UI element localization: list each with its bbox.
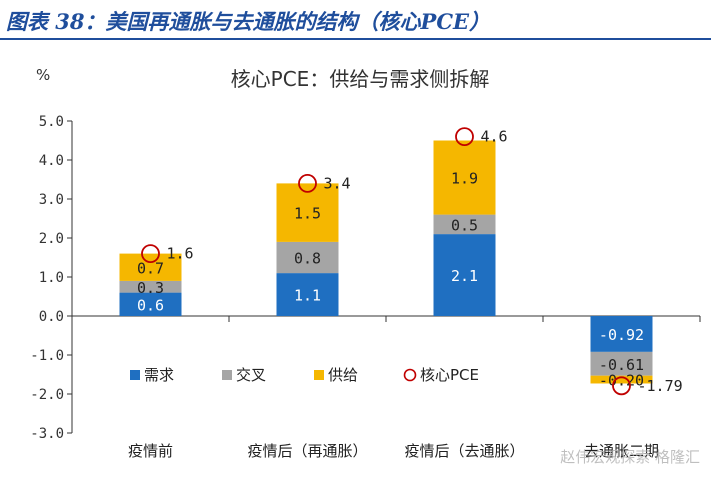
legend-label-cross: 交叉 [236,366,266,384]
bar-segment-supply [433,140,496,215]
core-pce-marker [141,244,160,264]
legend-swatch-cross [222,370,232,380]
y-tick-label: 5.0 [39,114,64,130]
x-category-label: 疫情后（再通胀） [247,442,367,460]
bar-segment-demand [433,234,496,316]
data-label-supply: 0.7 [137,259,164,277]
y-tick-label: -1.0 [30,348,64,364]
data-label-supply: 1.5 [294,205,321,223]
bar-segment-cross [276,241,339,274]
figure-title-bar: 图表 38：美国再通胀与去通胀的结构（核心PCE） [0,0,711,40]
chart-title: 核心PCE：供给与需求侧拆解 [231,67,490,91]
y-tick-label: 0.0 [39,309,64,325]
core-pce-marker [455,127,474,147]
x-category-label: 去通胀二期 [584,442,659,460]
watermark-text: 赵伟宏观探索 格隆汇 [560,448,700,466]
y-tick-label: -2.0 [30,387,64,403]
core-pce-marker [612,376,631,396]
core-pce-marker [298,173,317,193]
data-label-demand: -0.92 [599,326,644,344]
core-pce-label: 4.6 [481,128,508,146]
bar-segment-supply [276,183,339,242]
y-tick-label: 4.0 [39,153,64,169]
data-label-demand: 1.1 [294,287,321,305]
core-pce-label: -1.79 [638,377,683,395]
bar-segment-supply [119,253,182,281]
data-label-supply: -0.20 [599,372,644,390]
y-tick-label: 1.0 [39,270,64,286]
y-tick-label: 2.0 [39,231,64,247]
figure-title: 图表 38：美国再通胀与去通胀的结构（核心PCE） [6,9,491,34]
legend-label-core-pce: 核心PCE [420,366,479,384]
data-label-cross: 0.8 [294,250,321,268]
y-tick-label: -3.0 [30,426,64,442]
legend-swatch-supply [314,370,324,380]
y-tick-label: 3.0 [39,192,64,208]
legend-swatch-core-pce [403,368,417,382]
bar-segment-cross [590,351,653,376]
bar-segment-demand [119,292,182,316]
core-pce-label: 1.6 [167,245,194,263]
legend-label-supply: 供给 [328,366,358,384]
core-pce-label: 3.4 [324,174,351,192]
y-axis-unit: % [36,66,50,84]
bar-segment-demand [276,273,339,316]
data-label-supply: 1.9 [451,170,478,188]
bar-segment-demand [590,316,653,352]
data-label-demand: 0.6 [137,296,164,314]
legend-label-demand: 需求 [144,366,174,384]
data-label-demand: 2.1 [451,267,478,285]
legend-swatch-demand [130,370,140,380]
x-category-label: 疫情前 [128,442,173,460]
bar-segment-cross [433,214,496,235]
data-label-cross: 0.3 [137,279,164,297]
bar-segment-supply [590,375,653,384]
data-label-cross: -0.61 [599,356,644,374]
bar-segment-cross [119,280,182,293]
data-label-cross: 0.5 [451,216,478,234]
x-category-label: 疫情后（去通胀） [404,442,524,460]
